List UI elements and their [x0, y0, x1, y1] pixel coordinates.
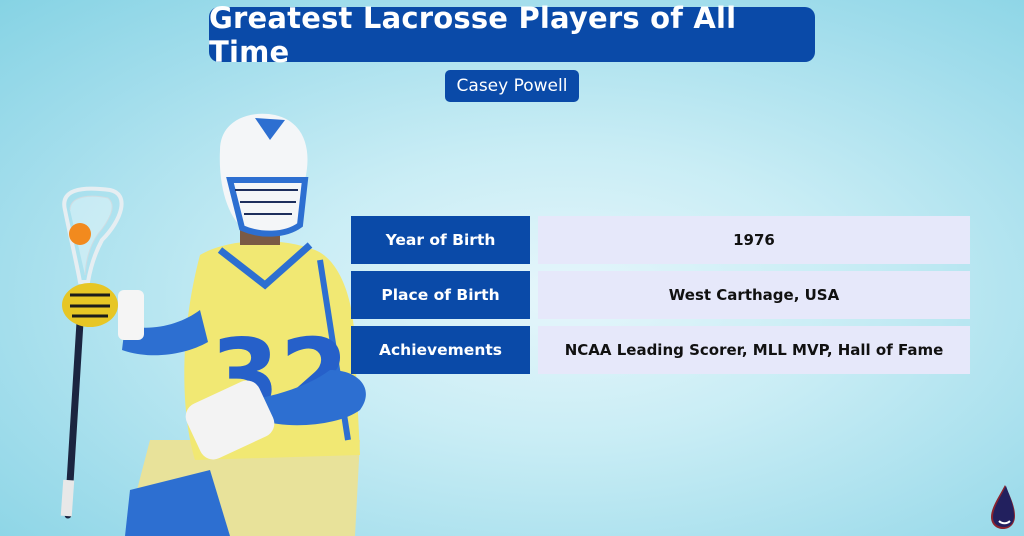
table-row-achievements: Achievements NCAA Leading Scorer, MLL MV… — [351, 326, 970, 374]
row-value: 1976 — [538, 216, 970, 264]
player-photo: 32 — [60, 113, 366, 536]
player-name-badge: Casey Powell — [445, 70, 579, 102]
drop-logo-icon — [991, 485, 1015, 529]
page-title: Greatest Lacrosse Players of All Time — [209, 1, 815, 69]
table-row-place-of-birth: Place of Birth West Carthage, USA — [351, 271, 970, 319]
row-value: NCAA Leading Scorer, MLL MVP, Hall of Fa… — [538, 326, 970, 374]
row-label: Year of Birth — [351, 216, 530, 264]
row-label: Place of Birth — [351, 271, 530, 319]
row-label: Achievements — [351, 326, 530, 374]
table-row-year-of-birth: Year of Birth 1976 — [351, 216, 970, 264]
row-value: West Carthage, USA — [538, 271, 970, 319]
